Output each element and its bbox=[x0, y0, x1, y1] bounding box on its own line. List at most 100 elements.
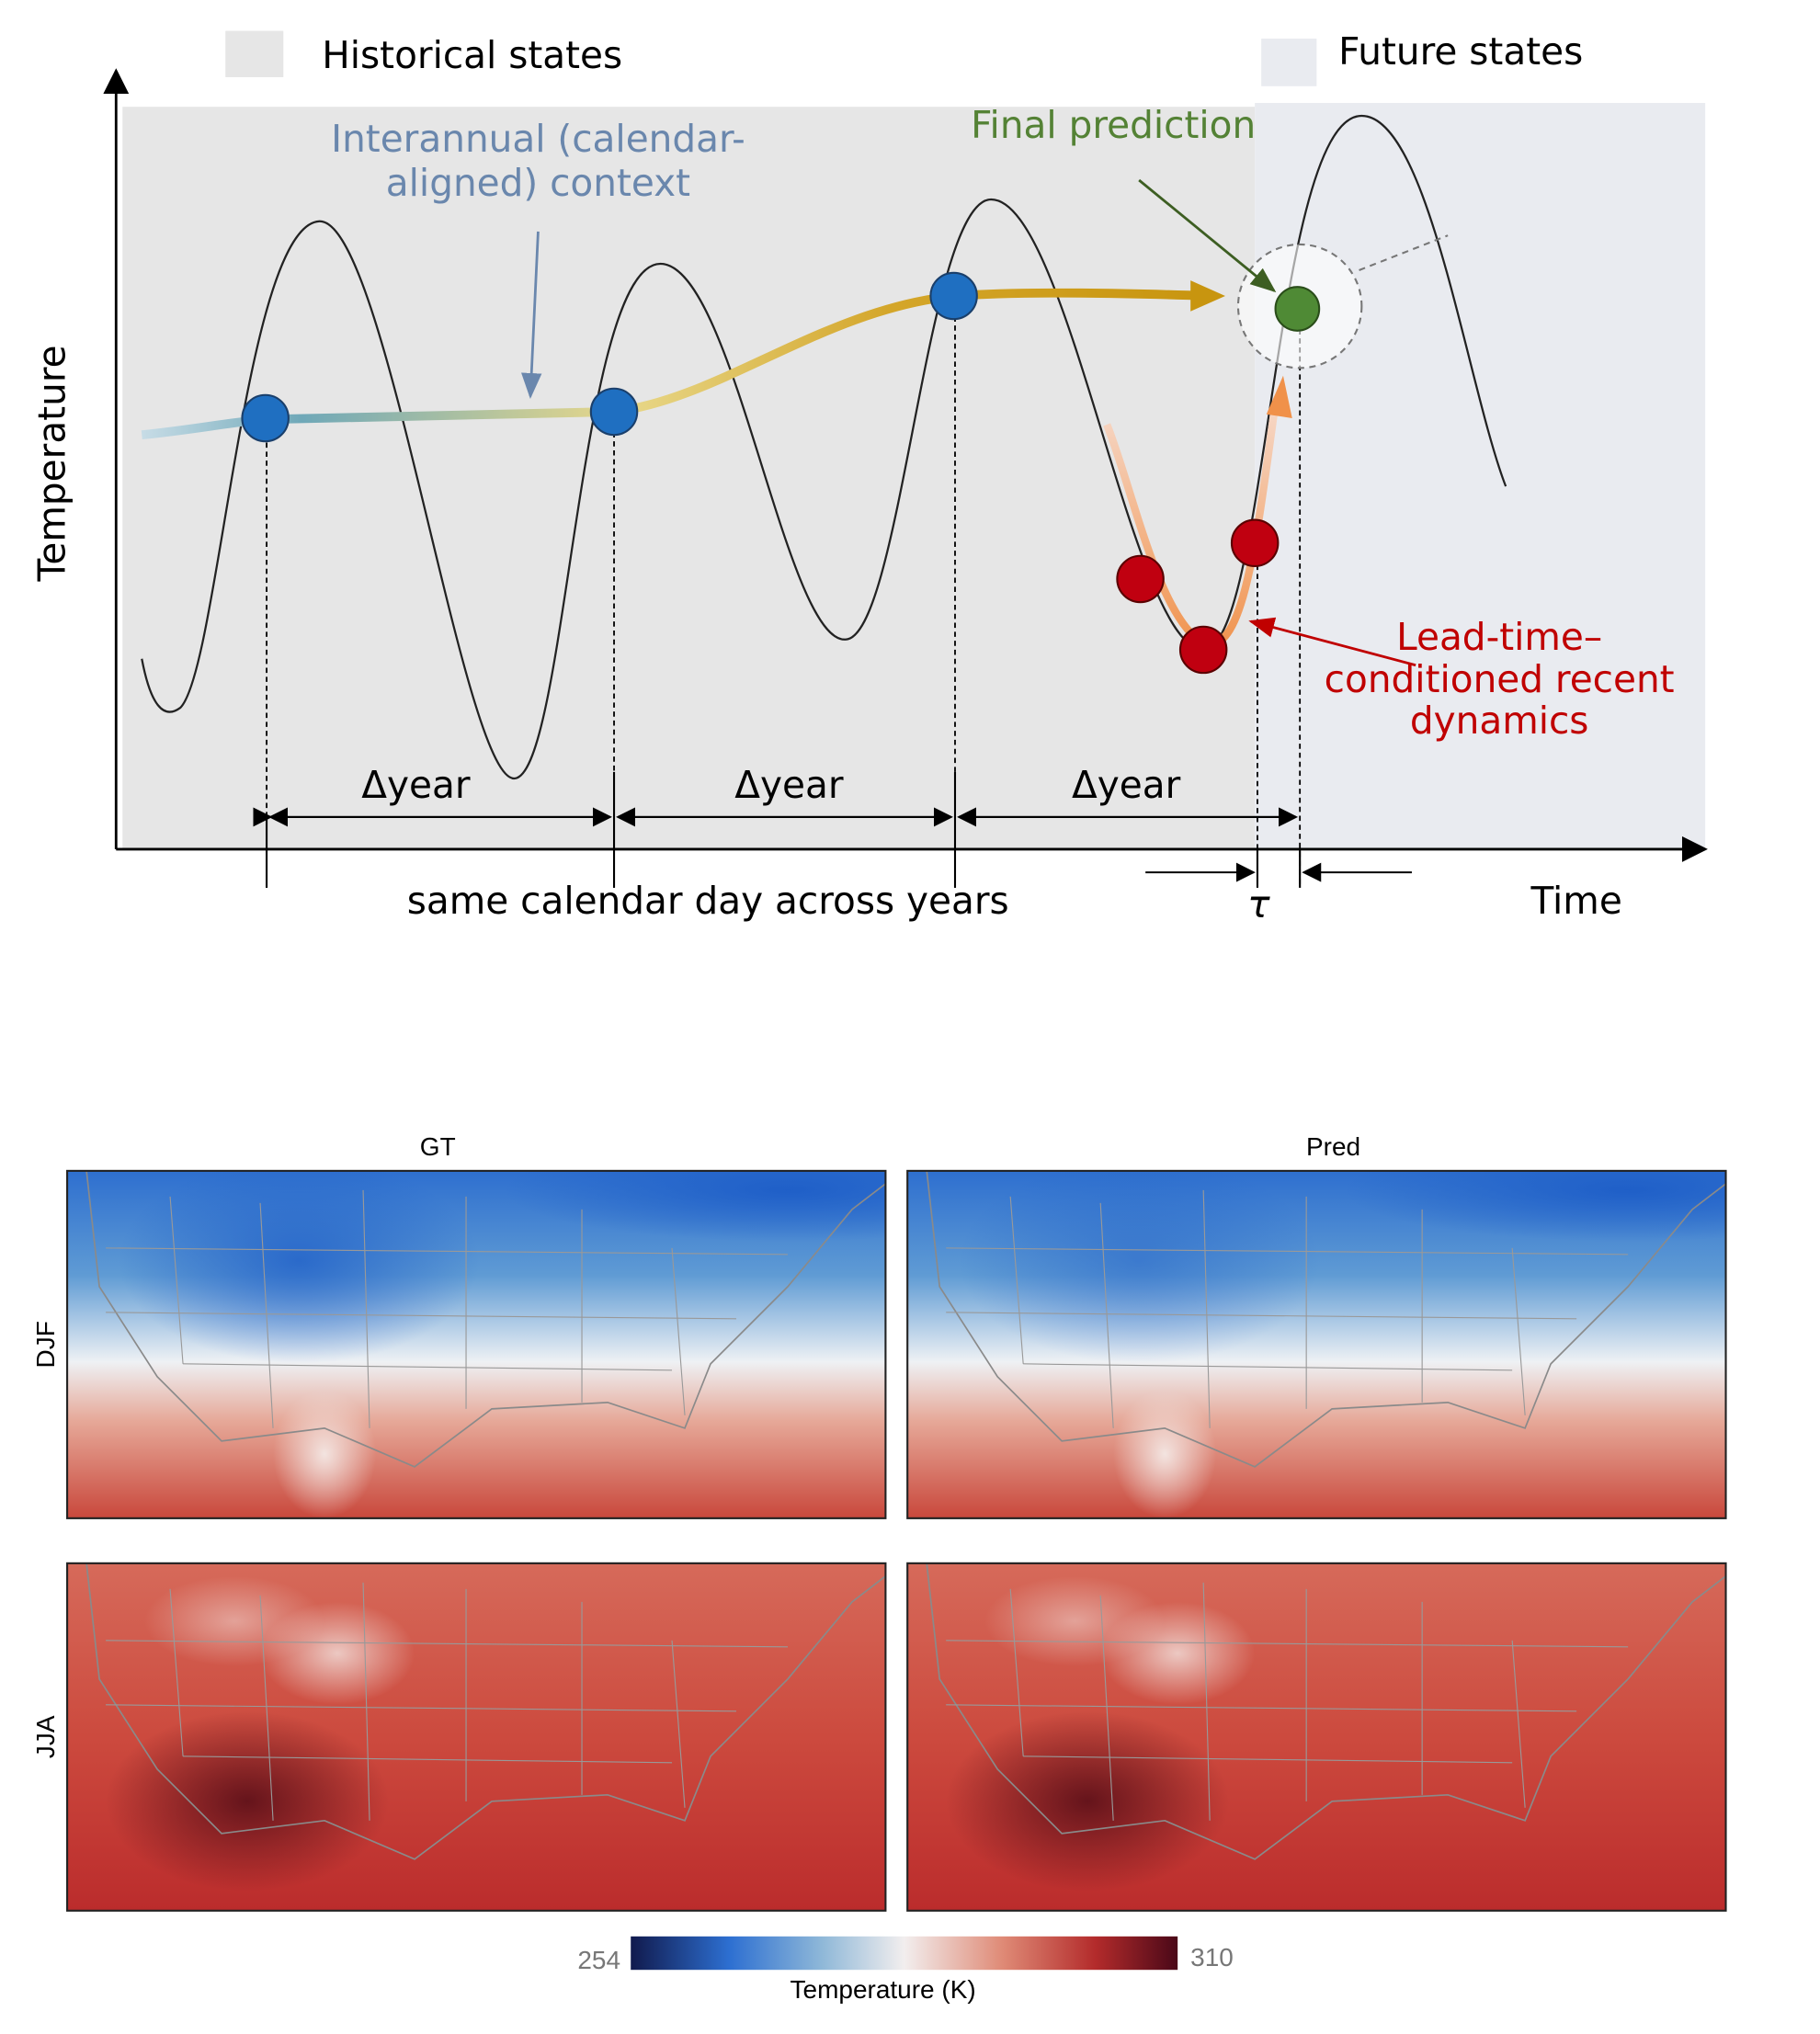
recent-dot bbox=[1116, 554, 1165, 604]
annotation-line: aligned) context bbox=[386, 161, 690, 205]
hot-area bbox=[106, 1710, 390, 1892]
span-arrows bbox=[253, 807, 1412, 882]
annotation-arrow bbox=[1138, 178, 1277, 293]
legend-label: Historical states bbox=[322, 33, 622, 77]
border bbox=[106, 1247, 789, 1256]
border bbox=[1099, 1595, 1114, 1821]
border bbox=[1023, 1756, 1513, 1764]
coastline bbox=[85, 1170, 886, 1468]
border bbox=[671, 1247, 686, 1415]
legend-label: Future states bbox=[1338, 29, 1583, 74]
recent-annotation: Lead-time– conditioned recent dynamics bbox=[1325, 615, 1675, 743]
border bbox=[169, 1588, 184, 1756]
future-region bbox=[1255, 102, 1706, 849]
map-frame bbox=[66, 1169, 887, 1519]
border bbox=[183, 1363, 673, 1371]
border bbox=[106, 1640, 789, 1648]
tau-label: τ bbox=[1247, 882, 1270, 926]
map-frame bbox=[906, 1169, 1727, 1519]
map-panels bbox=[66, 1169, 1727, 1912]
colorbar-label: Temperature (K) bbox=[791, 1975, 976, 2004]
border bbox=[1009, 1196, 1024, 1364]
coastline bbox=[926, 1170, 1726, 1468]
border bbox=[362, 1582, 370, 1821]
map bbox=[67, 1170, 886, 1518]
context-dot bbox=[589, 387, 639, 437]
recent-dots bbox=[1116, 518, 1280, 675]
colorbar-max: 310 bbox=[1190, 1943, 1234, 1972]
border bbox=[106, 1704, 737, 1712]
delta-label: Δyear bbox=[734, 763, 844, 807]
legend-swatch bbox=[1261, 38, 1317, 86]
border bbox=[1202, 1582, 1211, 1821]
y-axis-label: Temperature bbox=[29, 345, 74, 582]
span-ticks bbox=[266, 771, 1302, 888]
column-title: Pred bbox=[1306, 1132, 1360, 1161]
cold-area bbox=[959, 1170, 1320, 1364]
hot-area bbox=[946, 1710, 1230, 1892]
border bbox=[259, 1202, 274, 1428]
annotation-line: dynamics bbox=[1410, 699, 1589, 743]
map-frame bbox=[66, 1562, 887, 1912]
same-day-label: same calendar day across years bbox=[407, 879, 1009, 923]
mountain bbox=[144, 1575, 325, 1666]
cold-area bbox=[505, 1170, 886, 1242]
legend-swatch bbox=[225, 30, 284, 77]
annotation-line: conditioned recent bbox=[1325, 657, 1675, 701]
arrow-head bbox=[1266, 375, 1292, 418]
context-dots bbox=[241, 271, 978, 443]
border bbox=[1023, 1363, 1513, 1371]
column-title: GT bbox=[420, 1132, 456, 1161]
border bbox=[671, 1640, 686, 1808]
historical-region bbox=[122, 107, 1256, 849]
map bbox=[907, 1170, 1726, 1518]
coastline bbox=[85, 1562, 886, 1860]
border bbox=[1202, 1189, 1211, 1428]
delta-label: Δyear bbox=[361, 763, 471, 807]
annotation-line: Interannual (calendar- bbox=[331, 117, 745, 161]
border bbox=[106, 1312, 737, 1320]
border bbox=[946, 1640, 1629, 1648]
border bbox=[1009, 1588, 1024, 1756]
mountain bbox=[273, 1389, 377, 1518]
border bbox=[259, 1595, 274, 1821]
colorbar-min: 254 bbox=[577, 1946, 620, 1974]
border bbox=[362, 1189, 370, 1428]
highlight-leader bbox=[1359, 234, 1449, 271]
cold-area bbox=[1345, 1170, 1726, 1242]
annotation-arrow bbox=[521, 231, 542, 399]
mountain bbox=[984, 1575, 1166, 1666]
map-frame bbox=[906, 1562, 1727, 1912]
cold-area bbox=[119, 1170, 479, 1364]
border bbox=[169, 1196, 184, 1364]
delta-label: Δyear bbox=[1072, 763, 1181, 807]
map bbox=[67, 1562, 886, 1911]
border bbox=[1511, 1640, 1526, 1808]
prediction-dot bbox=[1274, 286, 1321, 332]
border bbox=[946, 1247, 1629, 1256]
context-path bbox=[141, 288, 1211, 440]
coastline bbox=[926, 1562, 1726, 1860]
border bbox=[1099, 1202, 1114, 1428]
row-title: DJF bbox=[31, 1321, 60, 1368]
final-annotation: Final prediction bbox=[971, 103, 1256, 147]
border bbox=[946, 1704, 1577, 1712]
interannual-annotation: Interannual (calendar- aligned) context bbox=[331, 117, 745, 205]
annotation-line: Lead-time– bbox=[1396, 615, 1602, 659]
recent-dot bbox=[1230, 518, 1280, 567]
mountain bbox=[1113, 1389, 1217, 1518]
border bbox=[183, 1756, 673, 1764]
recent-dot bbox=[1178, 625, 1228, 675]
arrow-head bbox=[1190, 280, 1225, 312]
x-axis-label: Time bbox=[1530, 879, 1621, 923]
context-dot bbox=[929, 271, 978, 321]
border bbox=[946, 1312, 1577, 1320]
map bbox=[907, 1562, 1726, 1911]
border bbox=[1511, 1247, 1526, 1415]
annotation-arrow bbox=[1248, 617, 1416, 667]
row-title: JJA bbox=[31, 1715, 60, 1758]
colorbar bbox=[631, 1936, 1178, 1971]
context-dot bbox=[241, 393, 290, 443]
